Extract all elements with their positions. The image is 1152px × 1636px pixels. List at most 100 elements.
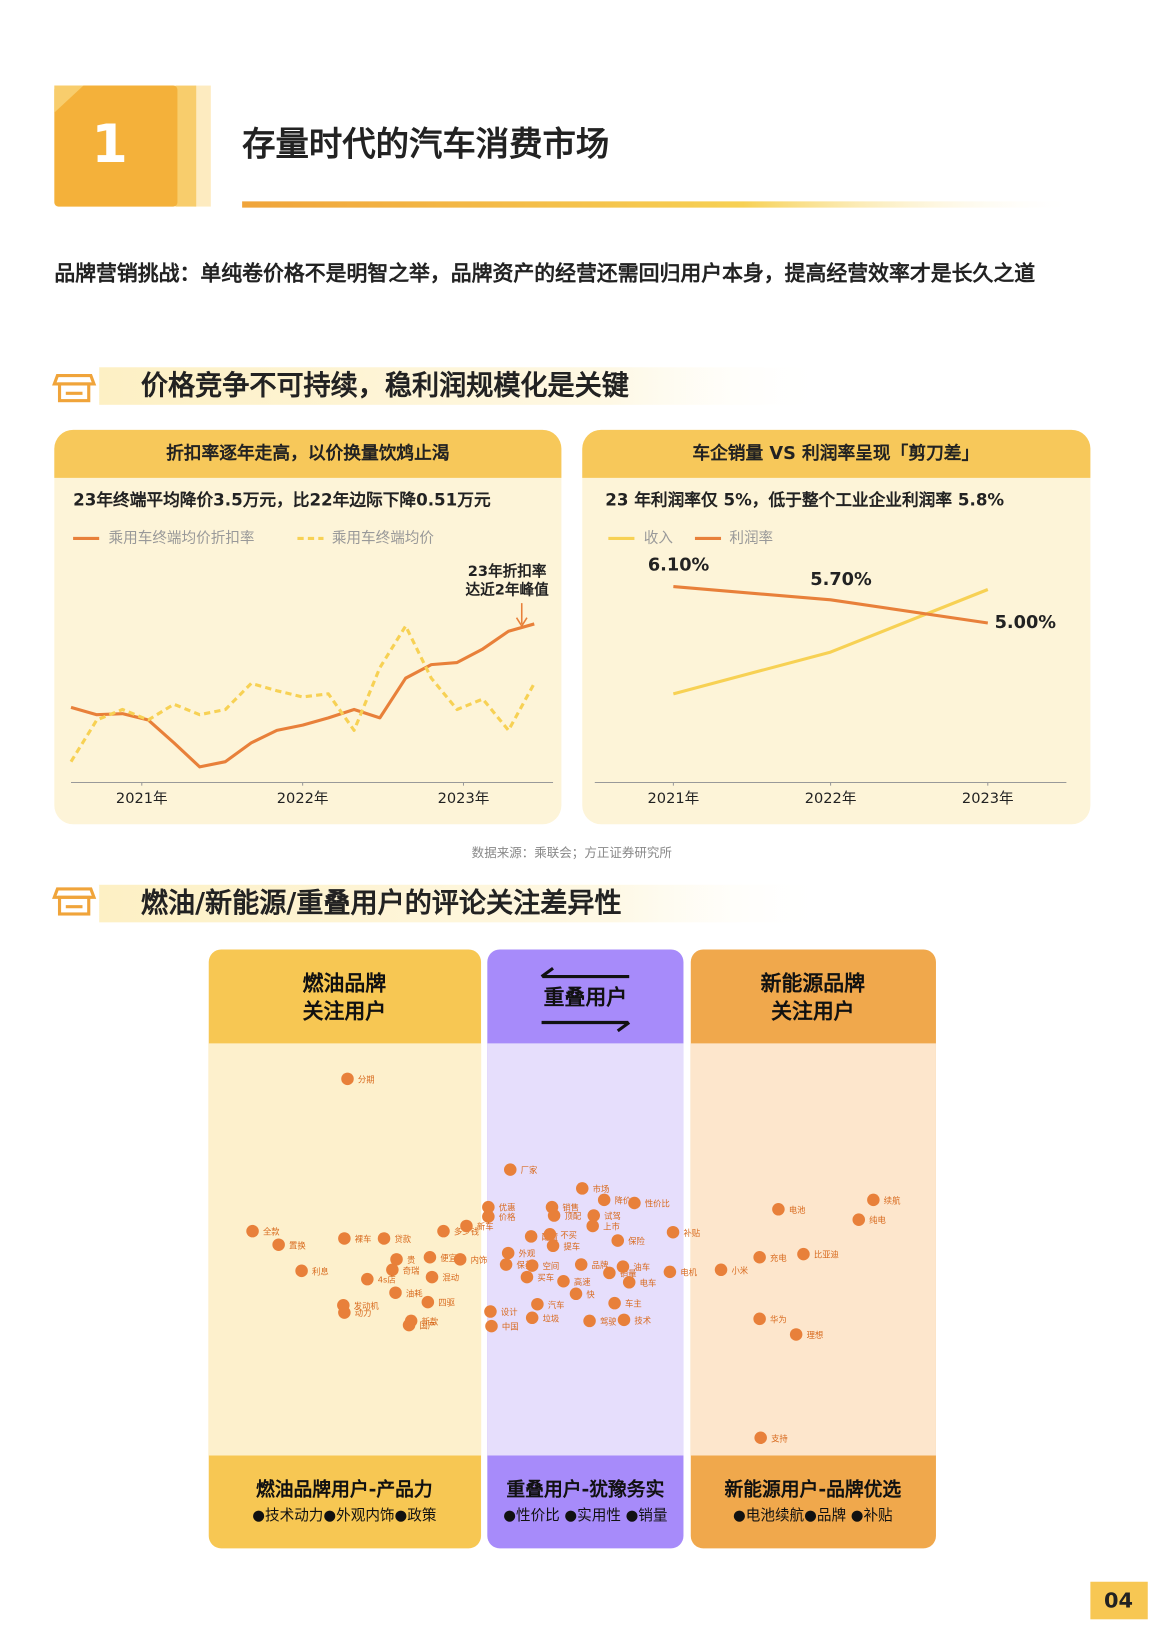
chapter-number: 1 — [91, 115, 127, 175]
word-dot — [663, 1265, 677, 1279]
page-number: 04 — [1104, 1589, 1133, 1613]
word-dot — [586, 1219, 599, 1233]
word-label: 外观 — [519, 1249, 536, 1259]
word-dot — [338, 1232, 351, 1245]
word-dot — [753, 1250, 766, 1264]
word-dot — [501, 1246, 515, 1260]
word-label: 性价比 — [645, 1199, 670, 1209]
word-dot — [797, 1247, 810, 1261]
word-label: 便宜 — [440, 1253, 457, 1263]
word-label: 油车 — [633, 1262, 650, 1272]
x-tick-label: 2023年 — [962, 790, 1014, 807]
word-dot — [377, 1232, 391, 1245]
word-label: 全款 — [263, 1227, 280, 1237]
word-dot — [611, 1234, 624, 1247]
word-dot — [525, 1259, 539, 1272]
word-dot — [666, 1225, 680, 1239]
word-label: 销售 — [562, 1203, 579, 1213]
word-label: 电池 — [789, 1205, 806, 1215]
word-dot — [390, 1253, 403, 1266]
word-dot — [246, 1224, 259, 1238]
swap-arrows — [540, 966, 631, 1033]
word-label: 置换 — [289, 1240, 306, 1250]
word-dot — [272, 1238, 285, 1251]
segment-footer-title: 重叠用户-犹豫务实 — [506, 1477, 664, 1500]
title-underline — [242, 201, 1077, 208]
word-dot — [603, 1266, 616, 1280]
word-dot — [389, 1286, 402, 1299]
annotation: 23年折扣率 — [468, 562, 547, 580]
word-label: 市场 — [593, 1184, 610, 1194]
source-note: 数据来源：乘联会；方正证券研究所 — [472, 845, 672, 861]
word-label: 顶配 — [565, 1211, 582, 1221]
segment-title: 关注用户 — [771, 1000, 854, 1024]
chapter-title: 存量时代的汽车消费市场 — [242, 125, 609, 164]
legend-label: 收入 — [644, 529, 674, 546]
word-label: 空间 — [543, 1261, 560, 1271]
data-label: 6.10% — [648, 556, 710, 576]
word-label: 发动机 — [354, 1301, 380, 1311]
word-dot — [587, 1209, 600, 1222]
word-dot — [772, 1203, 785, 1216]
word-label: 奇瑞 — [403, 1265, 420, 1275]
word-dot — [338, 1306, 351, 1319]
word-label: 保险 — [628, 1236, 645, 1246]
chart-subtitle: 23年终端平均降价3.5万元，比22年边际下降0.51万元 — [73, 489, 491, 509]
word-dot — [484, 1305, 497, 1318]
deco-corner — [54, 85, 84, 113]
word-label: 降价 — [615, 1195, 632, 1205]
chart-title: 折扣率逐年走高，以价换量饮鸩止渴 — [166, 442, 450, 464]
word-dot — [867, 1193, 880, 1207]
word-dot — [569, 1287, 583, 1301]
word-label: 新款 — [422, 1316, 439, 1326]
word-dot — [421, 1295, 435, 1309]
card-header — [582, 429, 1091, 478]
word-label: 电车 — [640, 1278, 657, 1288]
word-dot — [361, 1272, 374, 1286]
word-dot — [402, 1318, 416, 1332]
word-label: 内饰 — [471, 1255, 488, 1265]
word-label: 补贴 — [683, 1228, 700, 1238]
word-dot — [617, 1313, 631, 1327]
word-label: 技术 — [634, 1315, 651, 1325]
segment-body — [690, 1043, 936, 1456]
word-dot — [557, 1274, 570, 1288]
word-dot — [576, 1182, 589, 1195]
word-dot — [597, 1193, 611, 1207]
word-dot — [628, 1196, 641, 1210]
x-tick-label: 2021年 — [648, 790, 700, 807]
page-number-box — [1090, 1581, 1148, 1620]
chart-title: 车企销量 VS 利润率呈现「剪刀差」 — [692, 442, 979, 464]
word-dot — [753, 1312, 766, 1326]
word-dot — [622, 1276, 636, 1289]
section-band — [99, 884, 830, 923]
series-line — [673, 585, 989, 625]
word-dot — [714, 1263, 728, 1277]
word-label: 动力 — [355, 1308, 372, 1318]
word-dot — [525, 1311, 539, 1325]
word-label: 买车 — [537, 1273, 554, 1283]
word-dot — [499, 1258, 513, 1271]
segment-title: 重叠用户 — [544, 986, 627, 1010]
word-dot — [482, 1210, 495, 1223]
word-label: 优惠 — [499, 1203, 516, 1213]
segment-title: 燃油品牌 — [303, 971, 387, 995]
legend-label: 乘用车终端均价折扣率 — [109, 529, 255, 546]
word-label: 高速 — [574, 1277, 591, 1287]
word-label: 厂家 — [521, 1165, 538, 1175]
word-dot — [341, 1072, 354, 1086]
x-tick-label: 2022年 — [805, 790, 857, 807]
word-label: 品牌 — [592, 1260, 609, 1270]
section-title: 价格竞争不可持续，稳利润规模化是关键 — [141, 370, 629, 402]
segment-footer-title: 新能源用户-品牌优选 — [725, 1477, 902, 1500]
word-dot — [531, 1297, 544, 1311]
word-label: 电机 — [680, 1267, 697, 1277]
number-box — [54, 85, 178, 207]
word-label: 保养 — [517, 1260, 534, 1270]
chart-card — [582, 429, 1091, 825]
word-label: 裸车 — [355, 1234, 372, 1244]
series-line — [672, 588, 989, 696]
word-dot — [453, 1253, 467, 1266]
